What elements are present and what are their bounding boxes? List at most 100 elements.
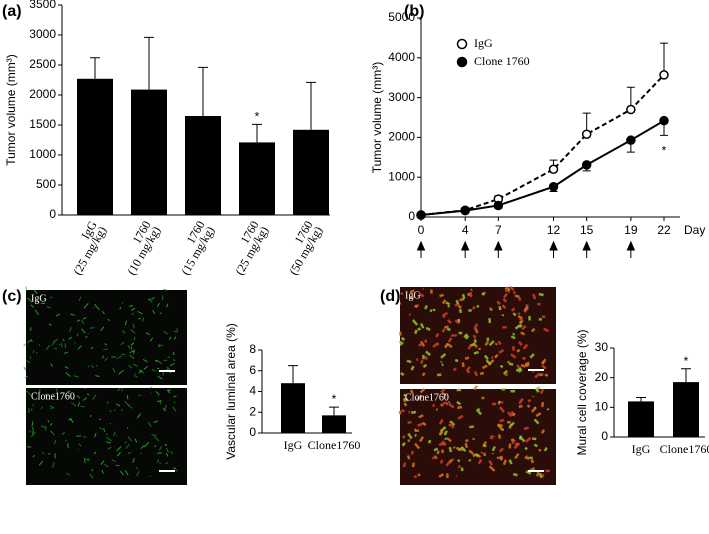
micrograph-detail [441, 328, 446, 333]
micrograph-detail [546, 407, 550, 411]
micrograph-detail [543, 327, 550, 333]
micrograph-detail [457, 304, 462, 309]
micrograph-detail [410, 450, 414, 455]
micrograph-detail [173, 336, 177, 340]
micrograph-detail [158, 360, 163, 365]
series-marker [548, 182, 559, 192]
micrograph-detail [159, 312, 162, 315]
micrograph-detail [55, 388, 58, 394]
micrograph-detail [540, 429, 546, 434]
micrograph-detail [116, 445, 122, 452]
micrograph-detail [132, 323, 135, 329]
micrograph-detail [479, 371, 485, 375]
micrograph-detail [130, 345, 133, 351]
micrograph-detail [406, 455, 411, 460]
micrograph-detail [112, 367, 116, 373]
micrograph-detail [488, 307, 494, 312]
micrograph-detail [444, 437, 448, 441]
micrograph-detail [89, 327, 95, 329]
micrograph-detail [522, 343, 529, 350]
micrograph-detail [124, 441, 127, 444]
micrograph-detail [483, 354, 489, 361]
bar [239, 142, 275, 215]
micrograph-detail [524, 361, 530, 366]
micrograph-detail [30, 327, 32, 331]
micrograph-detail [441, 392, 447, 397]
micrograph-detail [535, 388, 540, 393]
micrograph-detail [407, 432, 413, 440]
micrograph-detail [501, 304, 507, 310]
micrograph-detail [49, 405, 54, 408]
micrograph-detail [31, 427, 34, 430]
x-tick-label: 22 [657, 223, 671, 237]
micrograph-detail [69, 327, 72, 332]
micrograph-detail [421, 372, 426, 377]
y-tick-label: 3000 [388, 90, 415, 104]
micrograph-detail [408, 296, 414, 300]
micrograph-detail [517, 368, 523, 373]
micrograph-detail [87, 365, 89, 368]
series-line [420, 74, 665, 217]
micrograph-detail [104, 343, 108, 346]
micrograph-detail [526, 404, 531, 408]
micrograph-detail [508, 362, 514, 366]
micrograph-detail [143, 365, 148, 370]
micrograph-detail [439, 293, 445, 298]
y-tick-label: 0 [601, 429, 608, 443]
micrograph-detail [163, 288, 168, 291]
micrograph-detail [535, 412, 542, 418]
micrograph-detail [130, 329, 136, 334]
micrograph-detail [512, 312, 517, 317]
micrograph-detail [501, 428, 505, 431]
micrograph-detail [488, 340, 495, 347]
micrograph-detail [445, 461, 451, 467]
micrograph-detail [484, 341, 490, 347]
micrograph-detail [38, 460, 44, 466]
micrograph-detail [446, 327, 451, 332]
micrograph-detail [409, 389, 414, 394]
micrograph-detail [524, 455, 529, 460]
bar [673, 382, 699, 437]
micrograph-detail [427, 439, 432, 444]
micrograph-detail [121, 330, 126, 334]
micrograph-detail [107, 318, 111, 322]
micrograph-detail [76, 395, 81, 399]
micrograph-detail [468, 458, 472, 462]
y-tick-label: 2000 [29, 87, 56, 101]
micrograph-detail [46, 306, 51, 309]
micrograph-detail [106, 436, 112, 442]
micrograph-detail [159, 462, 161, 465]
micrograph-detail [461, 293, 466, 300]
micrograph-detail [104, 463, 109, 468]
micrograph-detail [136, 413, 142, 419]
micrograph-detail [33, 289, 38, 295]
micrograph-detail [48, 323, 52, 326]
micrograph-detail [73, 341, 76, 344]
micrograph-detail [173, 395, 177, 398]
micrograph-detail [414, 304, 418, 309]
micrograph-detail [435, 408, 439, 411]
micrograph-detail [490, 356, 494, 360]
series-marker [416, 210, 426, 220]
error-bar [252, 123, 262, 143]
micrograph-detail [457, 458, 461, 463]
micrograph-detail [454, 358, 459, 363]
micrograph-detail [544, 373, 549, 377]
micrograph-detail [165, 461, 169, 465]
micrograph-detail [30, 304, 34, 308]
y-tick-label: 5000 [388, 10, 415, 24]
micrograph-detail [518, 397, 524, 405]
micrograph-detail [410, 365, 415, 371]
y-tick-label: 500 [36, 177, 56, 191]
micrograph-detail [475, 407, 481, 413]
micrograph-detail [119, 306, 122, 310]
micrograph-detail [71, 402, 77, 407]
micrograph-detail [142, 358, 148, 363]
micrograph-detail [76, 333, 79, 337]
micrograph [26, 388, 187, 485]
legend-label: IgG [474, 36, 493, 50]
micrograph-detail [26, 360, 31, 364]
micrograph-detail [499, 418, 505, 423]
micrograph-detail [523, 307, 529, 314]
micrograph-detail [432, 308, 436, 312]
